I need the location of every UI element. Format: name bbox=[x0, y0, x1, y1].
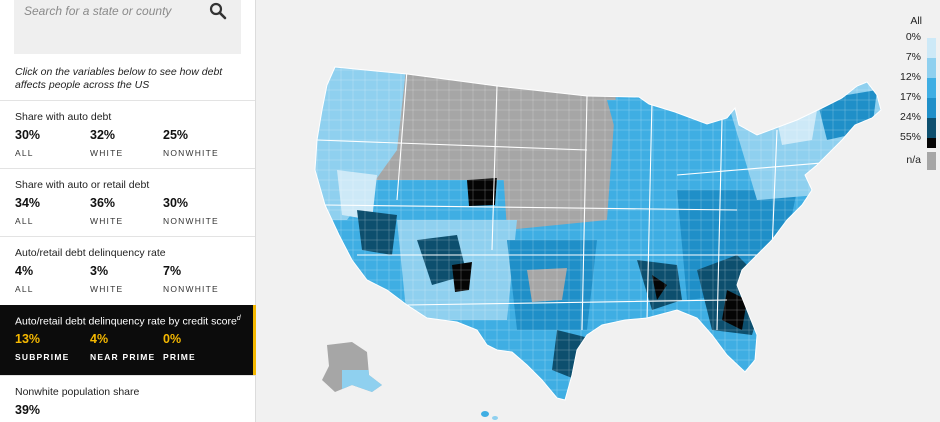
value-white: 3% bbox=[90, 264, 109, 278]
legend-title: All bbox=[910, 15, 922, 27]
alaska[interactable] bbox=[317, 335, 387, 400]
label-all: ALL bbox=[15, 148, 34, 158]
value-prime: 0% bbox=[163, 332, 182, 346]
label-all: ALL bbox=[15, 284, 34, 294]
legend-stop-label: 55% bbox=[899, 131, 921, 143]
variable-nonwhite-share[interactable]: Nonwhite population share 39% bbox=[0, 375, 255, 422]
label-nonwhite: NONWHITE bbox=[163, 148, 219, 158]
county-fills bbox=[315, 67, 881, 400]
intro-text: Click on the variables below to see how … bbox=[15, 66, 223, 91]
value-all: 39% bbox=[15, 403, 41, 417]
legend-swatch bbox=[927, 78, 936, 98]
label-all: ALL bbox=[15, 216, 34, 226]
label-near-prime: NEAR PRIME bbox=[90, 352, 156, 362]
value-white: 36% bbox=[90, 196, 116, 210]
us-county-map[interactable]: All 0% 7% 12% 17% 24% 55% n/a bbox=[257, 0, 940, 422]
value-subprime: 13% bbox=[15, 332, 41, 346]
value-all: 30% bbox=[15, 128, 41, 142]
legend-swatch bbox=[927, 58, 936, 78]
label-white: WHITE bbox=[90, 216, 124, 226]
value-all: 4% bbox=[15, 264, 34, 278]
label-nonwhite: NONWHITE bbox=[163, 216, 219, 226]
legend-swatch bbox=[927, 38, 936, 58]
sidebar: Click on the variables below to see how … bbox=[0, 0, 256, 422]
label-subprime: SUBPRIME bbox=[15, 352, 70, 362]
legend-swatch bbox=[927, 118, 936, 138]
label-white: WHITE bbox=[90, 284, 124, 294]
variable-title: Share with auto debt bbox=[15, 111, 112, 123]
value-nonwhite: 25% bbox=[163, 128, 189, 142]
variable-auto-retail-debt[interactable]: Share with auto or retail debt 34% 36% 3… bbox=[0, 168, 255, 236]
legend-na-swatch bbox=[927, 152, 936, 170]
legend-na-label: n/a bbox=[906, 154, 921, 166]
label-white: WHITE bbox=[90, 148, 124, 158]
search-icon[interactable] bbox=[209, 2, 227, 20]
map-svg[interactable] bbox=[257, 0, 940, 422]
variable-title-text: Auto/retail debt delinquency rate by cre… bbox=[15, 315, 237, 328]
legend-stop-label: 17% bbox=[899, 91, 921, 103]
search-input[interactable] bbox=[24, 0, 204, 22]
legend-stop-label: 7% bbox=[905, 51, 921, 63]
legend-stop-label: 12% bbox=[899, 71, 921, 83]
variable-delinquency-rate[interactable]: Auto/retail debt delinquency rate 4% 3% … bbox=[0, 236, 255, 304]
map-legend: All 0% 7% 12% 17% 24% 55% n/a bbox=[860, 0, 940, 180]
variable-auto-debt[interactable]: Share with auto debt 30% 32% 25% ALL WHI… bbox=[0, 100, 255, 168]
variable-title: Auto/retail debt delinquency rate bbox=[15, 247, 166, 259]
footnote-marker: d bbox=[236, 315, 241, 322]
variable-title: Nonwhite population share bbox=[15, 386, 140, 398]
variable-title: Share with auto or retail debt bbox=[15, 179, 150, 191]
legend-swatch bbox=[927, 98, 936, 118]
variable-delinquency-by-credit-score[interactable]: Auto/retail debt delinquency rate by cre… bbox=[0, 305, 256, 375]
legend-swatch bbox=[927, 138, 936, 148]
search-box bbox=[14, 0, 241, 54]
value-all: 34% bbox=[15, 196, 41, 210]
legend-stop-label: 24% bbox=[899, 111, 921, 123]
label-prime: PRIME bbox=[163, 352, 196, 362]
us-outline bbox=[314, 66, 882, 401]
legend-stop-label: 0% bbox=[905, 31, 921, 43]
value-white: 32% bbox=[90, 128, 116, 142]
label-nonwhite: NONWHITE bbox=[163, 284, 219, 294]
value-near-prime: 4% bbox=[90, 332, 109, 346]
value-nonwhite: 30% bbox=[163, 196, 189, 210]
hawaii[interactable] bbox=[481, 411, 498, 420]
variable-title: Auto/retail debt delinquency rate by cre… bbox=[15, 315, 241, 328]
value-nonwhite: 7% bbox=[163, 264, 182, 278]
